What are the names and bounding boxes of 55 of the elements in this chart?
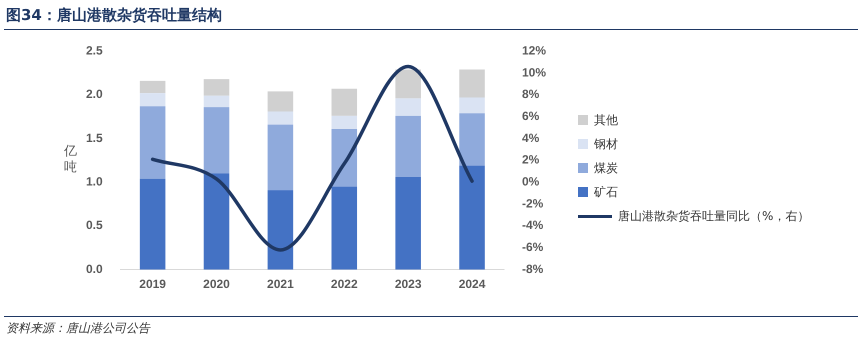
x-tick-label: 2019	[139, 277, 166, 292]
bar	[459, 113, 485, 166]
legend-label: 其他	[594, 112, 618, 128]
bar	[395, 70, 421, 98]
bar	[140, 106, 166, 179]
bar	[459, 166, 485, 270]
x-tick-label: 2020	[203, 277, 230, 292]
y-tick-label: 2.5	[86, 44, 103, 58]
bar	[331, 116, 358, 129]
y-tick-label: 0.5	[86, 218, 103, 232]
y-tick-label: 1.5	[86, 130, 103, 145]
bar	[140, 80, 166, 94]
text: 资料来源：唐山港公司公告	[6, 320, 150, 337]
y2-tick-label: 0%	[522, 174, 540, 189]
bar	[268, 124, 294, 190]
y2-tick-label: 6%	[522, 109, 540, 124]
bar	[395, 177, 421, 270]
bar	[140, 178, 166, 270]
y-tick-label: 1.0	[86, 174, 103, 189]
bar	[204, 174, 230, 270]
y-axis-title: 亿吨	[64, 144, 78, 176]
y-tick-label: 0.0	[86, 262, 103, 276]
y2-tick-label: -4%	[522, 218, 544, 232]
legend-label: 唐山港散杂货吞吐量同比（%，右）	[618, 208, 810, 224]
y2-tick-label: 10%	[522, 65, 546, 80]
y2-tick-label: 2%	[522, 152, 540, 167]
x-tick-label: 2022	[330, 277, 358, 292]
y-tick-label: 2.0	[86, 87, 103, 102]
legend-label: 煤炭	[594, 160, 618, 176]
line-series	[150, 64, 474, 252]
bar	[459, 98, 485, 114]
bar	[204, 79, 230, 96]
y2-tick-label: -8%	[522, 262, 544, 276]
bar	[204, 96, 230, 108]
y2-tick-label: 4%	[522, 130, 540, 145]
x-tick-label: 2021	[267, 277, 294, 292]
bar	[331, 88, 358, 116]
chart-title: 图34：唐山港散杂货吞吐量结构	[6, 6, 222, 25]
bar	[268, 111, 294, 125]
bar	[268, 190, 294, 270]
bar	[204, 107, 230, 174]
bar	[268, 91, 294, 112]
legend-label: 钢材	[594, 136, 618, 152]
bar	[140, 93, 166, 106]
bar	[395, 116, 421, 177]
y2-tick-label: -2%	[522, 196, 544, 210]
bar	[331, 186, 358, 270]
bar	[395, 98, 421, 116]
y2-tick-label: 8%	[522, 87, 540, 102]
x-tick-label: 2023	[394, 277, 422, 292]
legend-label: 矿石	[594, 184, 618, 200]
bar	[459, 70, 485, 98]
y2-tick-label: 12%	[522, 44, 546, 58]
y2-tick-label: -6%	[522, 240, 544, 254]
x-tick-label: 2024	[458, 277, 486, 292]
